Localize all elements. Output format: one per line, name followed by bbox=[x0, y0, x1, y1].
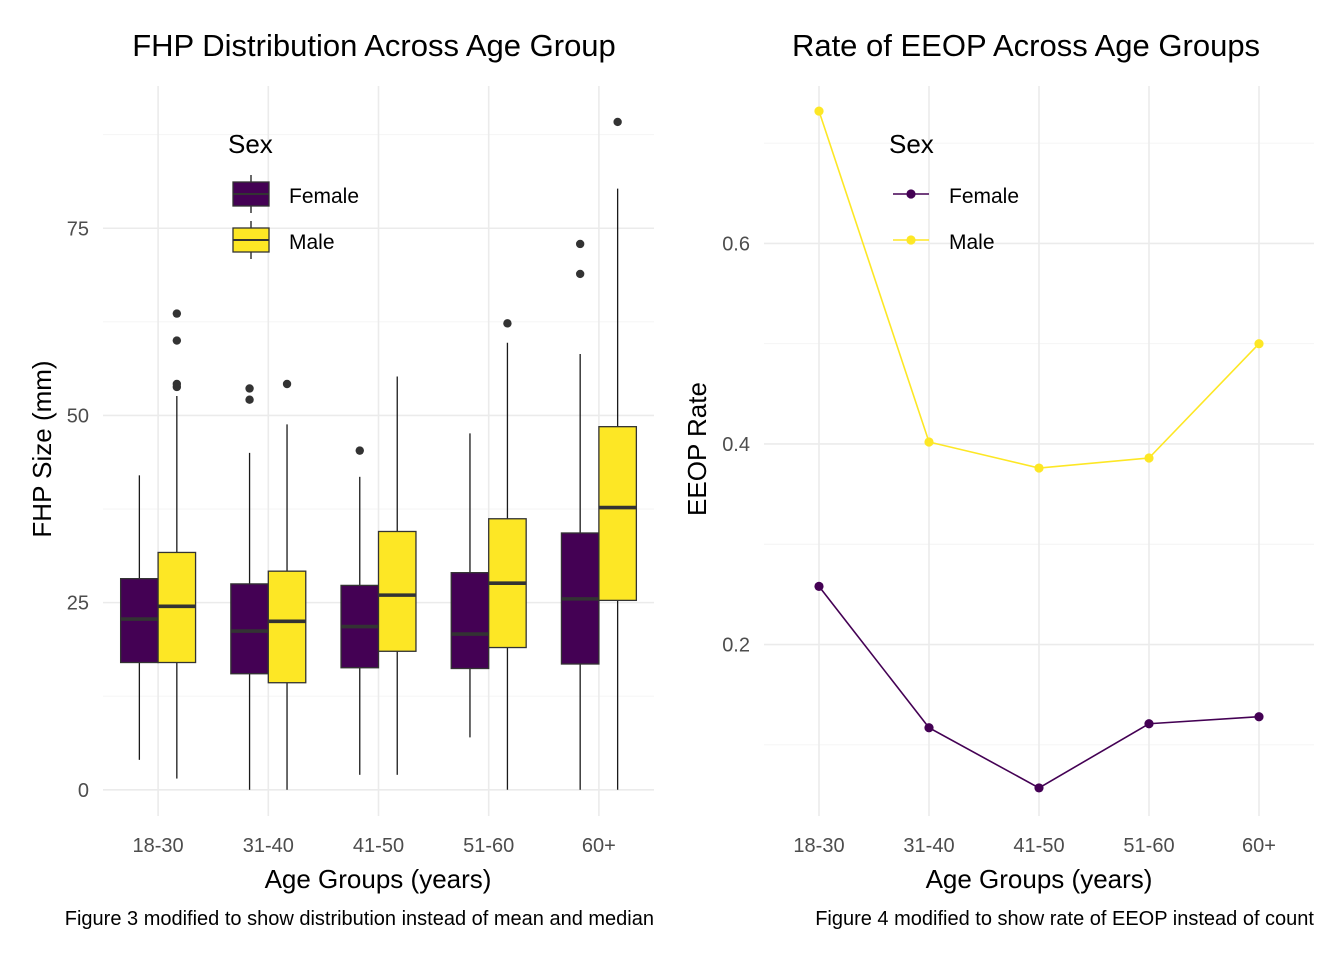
legend-key-female bbox=[893, 189, 929, 199]
x-tick-label-31-40: 31-40 bbox=[243, 835, 294, 857]
linechart-legend: Sex Female Male bbox=[889, 129, 1019, 254]
outlier-point bbox=[245, 384, 254, 393]
x-tick-label-31-40: 31-40 bbox=[903, 835, 954, 857]
linechart-caption: Figure 4 modified to show rate of EEOP i… bbox=[815, 908, 1314, 930]
box-male-18-30 bbox=[157, 309, 197, 779]
point-female-31-40 bbox=[924, 723, 934, 733]
legend-key-male bbox=[893, 235, 929, 245]
x-tick-label-60: 60+ bbox=[1242, 835, 1276, 857]
boxplot-legend: Sex Female Male bbox=[228, 129, 359, 259]
outlier-point bbox=[503, 319, 512, 328]
boxplot-caption: Figure 3 modified to show distribution i… bbox=[65, 908, 654, 930]
legend-key-point bbox=[906, 189, 916, 199]
boxplot-x-axis-title: Age Groups (years) bbox=[265, 864, 492, 894]
point-female-60 bbox=[1254, 712, 1264, 722]
outlier-point bbox=[172, 336, 182, 345]
outlier-point bbox=[575, 239, 585, 249]
linechart-gridlines bbox=[764, 86, 1314, 816]
linechart-legend-label-female: Female bbox=[949, 185, 1019, 208]
legend-key-point bbox=[906, 235, 916, 245]
point-male-51-60 bbox=[1144, 453, 1154, 463]
linechart-title: Rate of EEOP Across Age Groups bbox=[792, 28, 1260, 63]
box-iqr bbox=[377, 530, 417, 652]
linechart-y-tick-labels: 0.2 0.4 0.6 bbox=[722, 233, 750, 656]
boxplot-legend-label-female: Female bbox=[289, 185, 359, 208]
outlier-point bbox=[575, 269, 585, 279]
x-tick-label-18-30: 18-30 bbox=[133, 835, 184, 857]
boxplot-legend-label-male: Male bbox=[289, 231, 335, 254]
box-male-31-40 bbox=[267, 379, 307, 790]
point-male-60 bbox=[1254, 339, 1264, 349]
y-tick-label-50: 50 bbox=[67, 405, 89, 427]
linechart-y-axis-title: EEOP Rate bbox=[682, 382, 712, 516]
linechart-x-axis-title: Age Groups (years) bbox=[926, 864, 1153, 894]
x-tick-label-51-60: 51-60 bbox=[1123, 835, 1174, 857]
outlier-point bbox=[355, 446, 364, 455]
point-female-41-50 bbox=[1034, 783, 1044, 793]
box-iqr bbox=[230, 583, 269, 675]
fhp-boxplot-panel: 0 25 50 75 18-30 31-40 41-50 51-60 60+ FHP Dist… bbox=[27, 28, 654, 930]
boxplot-marks bbox=[119, 117, 638, 790]
boxplot-gridlines bbox=[103, 86, 654, 816]
box-female-60 bbox=[560, 239, 600, 790]
linechart-legend-title: Sex bbox=[889, 129, 934, 159]
eeop-line-panel: 0.2 0.4 0.6 18-30 31-40 41-50 51-60 60+ Rate o… bbox=[682, 28, 1314, 930]
outlier-point bbox=[172, 379, 182, 389]
box-male-41-50 bbox=[377, 376, 417, 775]
boxplot-legend-title: Sex bbox=[228, 129, 273, 159]
y-tick-label-25: 25 bbox=[67, 593, 89, 615]
x-tick-label-60: 60+ bbox=[582, 835, 616, 857]
y-tick-label-0: 0 bbox=[78, 780, 89, 802]
y-tick-label-0-6: 0.6 bbox=[722, 233, 750, 255]
y-tick-label-75: 75 bbox=[67, 218, 89, 240]
x-tick-label-41-50: 41-50 bbox=[1013, 835, 1064, 857]
box-female-18-30 bbox=[119, 475, 159, 760]
y-tick-label-0-2: 0.2 bbox=[722, 635, 750, 657]
outlier-point bbox=[172, 309, 182, 318]
point-male-18-30 bbox=[814, 106, 824, 116]
box-female-41-50 bbox=[340, 446, 380, 775]
box-iqr bbox=[267, 570, 307, 684]
linechart-legend-keys bbox=[893, 189, 929, 245]
boxplot-legend-keys bbox=[232, 175, 270, 259]
linechart-x-tick-labels: 18-30 31-40 41-50 51-60 60+ bbox=[793, 835, 1276, 857]
y-tick-label-0-4: 0.4 bbox=[722, 434, 750, 456]
point-male-31-40 bbox=[924, 437, 934, 447]
boxplot-y-tick-labels: 0 25 50 75 bbox=[67, 218, 89, 802]
boxplot-x-tick-labels: 18-30 31-40 41-50 51-60 60+ bbox=[133, 835, 616, 857]
outlier-point bbox=[282, 379, 292, 389]
linechart-legend-label-male: Male bbox=[949, 231, 995, 254]
outlier-point bbox=[613, 117, 622, 127]
outlier-point bbox=[245, 395, 254, 404]
point-male-41-50 bbox=[1034, 463, 1044, 473]
box-iqr bbox=[598, 426, 638, 602]
boxplot-y-axis-title: FHP Size (mm) bbox=[27, 360, 57, 537]
x-tick-label-51-60: 51-60 bbox=[463, 835, 514, 857]
linechart-marks bbox=[814, 106, 1264, 793]
box-female-31-40 bbox=[230, 384, 269, 790]
box-iqr bbox=[450, 572, 490, 670]
x-tick-label-41-50: 41-50 bbox=[353, 835, 404, 857]
legend-key-female bbox=[232, 175, 270, 213]
point-female-51-60 bbox=[1144, 719, 1154, 729]
point-female-18-30 bbox=[814, 581, 824, 591]
legend-key-male bbox=[232, 221, 270, 259]
box-female-51-60 bbox=[450, 433, 490, 738]
x-tick-label-18-30: 18-30 bbox=[793, 835, 844, 857]
box-male-51-60 bbox=[488, 319, 527, 790]
box-male-60 bbox=[598, 117, 638, 790]
boxplot-title: FHP Distribution Across Age Group bbox=[132, 28, 616, 63]
